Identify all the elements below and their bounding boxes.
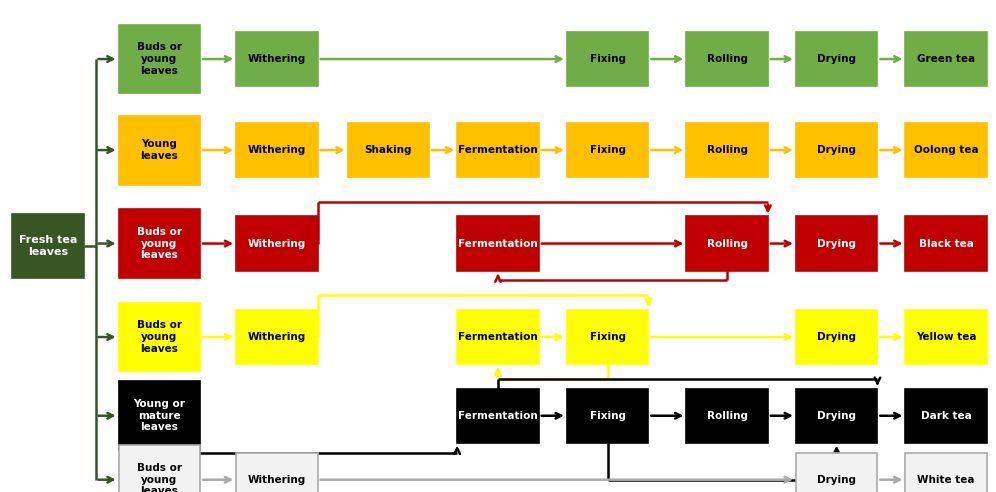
- FancyBboxPatch shape: [119, 381, 200, 450]
- FancyBboxPatch shape: [567, 310, 648, 364]
- FancyBboxPatch shape: [119, 116, 200, 184]
- Text: Young
leaves: Young leaves: [140, 139, 178, 161]
- Text: Fresh tea
leaves: Fresh tea leaves: [19, 235, 77, 257]
- FancyBboxPatch shape: [567, 32, 648, 86]
- Text: Drying: Drying: [817, 411, 857, 421]
- Text: Black tea: Black tea: [918, 239, 974, 248]
- Text: Dark tea: Dark tea: [921, 411, 971, 421]
- FancyBboxPatch shape: [686, 389, 768, 443]
- Text: Fixing: Fixing: [590, 145, 625, 155]
- Text: Fixing: Fixing: [590, 332, 625, 342]
- FancyBboxPatch shape: [796, 310, 877, 364]
- Text: Drying: Drying: [817, 54, 857, 64]
- FancyBboxPatch shape: [796, 389, 877, 443]
- Text: Buds or
young
leaves: Buds or young leaves: [136, 42, 182, 76]
- FancyBboxPatch shape: [12, 214, 84, 278]
- Text: Fixing: Fixing: [590, 411, 625, 421]
- FancyBboxPatch shape: [567, 389, 648, 443]
- Text: Buds or
young
leaves: Buds or young leaves: [136, 320, 182, 354]
- Text: Rolling: Rolling: [706, 411, 748, 421]
- Text: Buds or
young
leaves: Buds or young leaves: [136, 463, 182, 492]
- FancyBboxPatch shape: [905, 123, 987, 177]
- Text: White tea: White tea: [917, 475, 975, 485]
- Text: Drying: Drying: [817, 332, 857, 342]
- Text: Rolling: Rolling: [706, 54, 748, 64]
- Text: Fermentation: Fermentation: [458, 145, 538, 155]
- FancyBboxPatch shape: [236, 453, 318, 492]
- FancyBboxPatch shape: [457, 123, 539, 177]
- FancyBboxPatch shape: [457, 310, 539, 364]
- FancyBboxPatch shape: [905, 216, 987, 271]
- Text: Fermentation: Fermentation: [458, 239, 538, 248]
- Text: Rolling: Rolling: [706, 145, 748, 155]
- Text: Withering: Withering: [248, 332, 306, 342]
- FancyBboxPatch shape: [236, 123, 318, 177]
- FancyBboxPatch shape: [119, 25, 200, 93]
- FancyBboxPatch shape: [796, 216, 877, 271]
- Text: Withering: Withering: [248, 54, 306, 64]
- FancyBboxPatch shape: [119, 303, 200, 371]
- FancyBboxPatch shape: [796, 123, 877, 177]
- FancyBboxPatch shape: [686, 32, 768, 86]
- FancyBboxPatch shape: [686, 123, 768, 177]
- Text: Shaking: Shaking: [365, 145, 412, 155]
- FancyBboxPatch shape: [905, 389, 987, 443]
- FancyBboxPatch shape: [686, 216, 768, 271]
- FancyBboxPatch shape: [567, 123, 648, 177]
- Text: Fermentation: Fermentation: [458, 411, 538, 421]
- FancyBboxPatch shape: [236, 32, 318, 86]
- FancyBboxPatch shape: [796, 32, 877, 86]
- Text: Drying: Drying: [817, 475, 857, 485]
- FancyBboxPatch shape: [119, 209, 200, 278]
- FancyBboxPatch shape: [905, 453, 987, 492]
- Text: Withering: Withering: [248, 239, 306, 248]
- Text: Fixing: Fixing: [590, 54, 625, 64]
- FancyBboxPatch shape: [236, 216, 318, 271]
- Text: Withering: Withering: [248, 145, 306, 155]
- Text: Oolong tea: Oolong tea: [914, 145, 978, 155]
- Text: Withering: Withering: [248, 475, 306, 485]
- Text: Yellow tea: Yellow tea: [916, 332, 976, 342]
- Text: Rolling: Rolling: [706, 239, 748, 248]
- FancyBboxPatch shape: [796, 453, 877, 492]
- Text: Fermentation: Fermentation: [458, 332, 538, 342]
- Text: Drying: Drying: [817, 239, 857, 248]
- Text: Drying: Drying: [817, 145, 857, 155]
- FancyBboxPatch shape: [119, 445, 200, 492]
- FancyBboxPatch shape: [457, 389, 539, 443]
- FancyBboxPatch shape: [905, 32, 987, 86]
- FancyBboxPatch shape: [905, 310, 987, 364]
- Text: Young or
mature
leaves: Young or mature leaves: [133, 399, 185, 432]
- FancyBboxPatch shape: [348, 123, 429, 177]
- Text: Green tea: Green tea: [917, 54, 975, 64]
- FancyBboxPatch shape: [457, 216, 539, 271]
- FancyBboxPatch shape: [236, 310, 318, 364]
- Text: Buds or
young
leaves: Buds or young leaves: [136, 227, 182, 260]
